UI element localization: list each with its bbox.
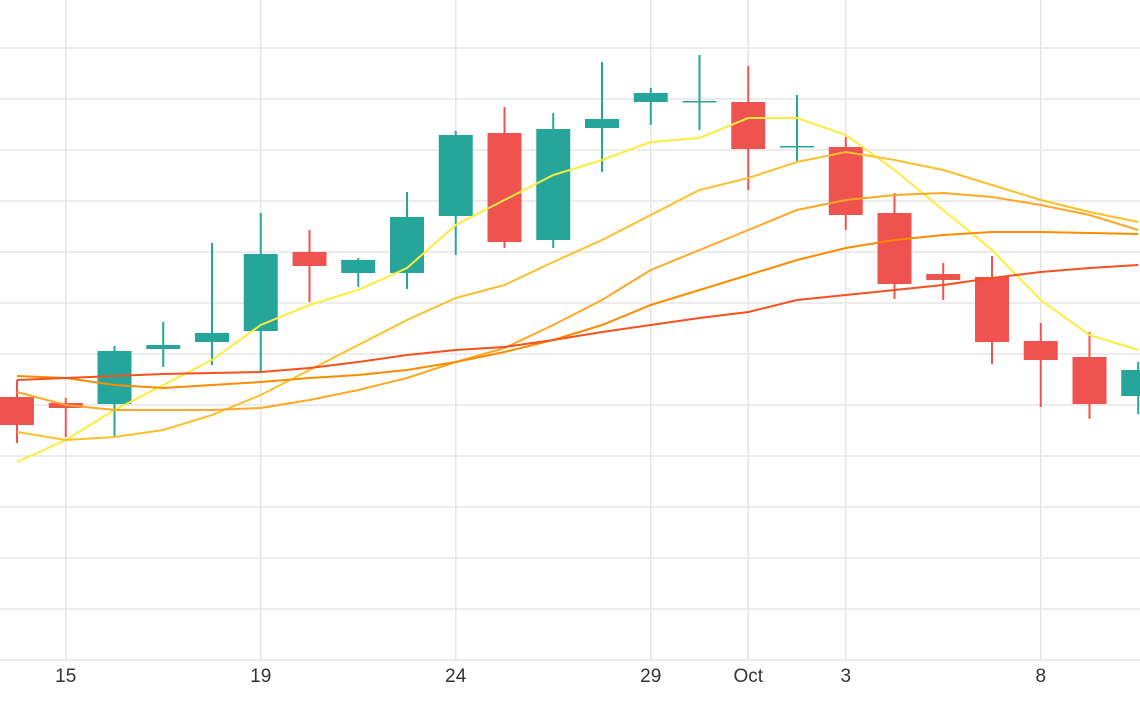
- x-tick-label: 19: [250, 666, 271, 687]
- candle-body: [780, 146, 814, 148]
- moving-average-line: [16, 191, 1139, 411]
- candle-body: [438, 135, 473, 216]
- candle-body: [292, 252, 327, 266]
- x-tick-label: 24: [445, 666, 467, 687]
- x-tick-label: Oct: [733, 666, 763, 687]
- candle-body: [243, 254, 278, 331]
- x-tick-label: 3: [840, 666, 851, 687]
- candle-body: [1023, 341, 1058, 360]
- candle-body: [97, 351, 132, 404]
- moving-average-line: [16, 264, 1139, 381]
- candle-body: [195, 333, 229, 342]
- moving-average-line: [16, 231, 1139, 390]
- candle-body: [682, 101, 717, 103]
- x-tick-label: 15: [55, 666, 76, 687]
- candle-body: [146, 345, 181, 349]
- x-tick-label: 29: [640, 666, 661, 687]
- candle-body: [975, 277, 1009, 342]
- moving-average-line: [16, 150, 1139, 442]
- candle-body: [877, 213, 912, 284]
- candle-body: [0, 397, 34, 425]
- candle-body: [585, 119, 619, 128]
- x-tick-label: 8: [1035, 666, 1046, 687]
- candle-body: [487, 133, 522, 242]
- candle-body: [731, 102, 766, 149]
- candle-body: [1072, 357, 1107, 404]
- candle-body: [390, 217, 424, 273]
- candle-body: [536, 129, 571, 240]
- moving-average-line: [16, 117, 1139, 463]
- candle-body: [926, 274, 961, 280]
- candle-body: [1121, 370, 1140, 396]
- candle-body: [341, 260, 376, 273]
- candle-body: [828, 147, 863, 215]
- candle-body: [633, 93, 668, 102]
